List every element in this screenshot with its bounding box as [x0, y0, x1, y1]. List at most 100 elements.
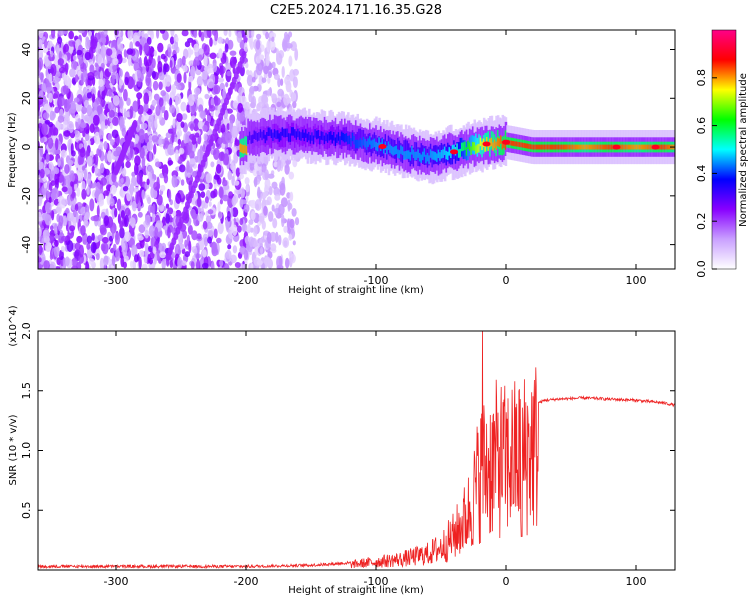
noise-blob [187, 94, 195, 106]
noise-blob [212, 62, 218, 73]
ridge-cell [239, 143, 242, 152]
noise-blob [136, 69, 142, 79]
noise-blob [80, 62, 87, 73]
noise-blob [86, 186, 90, 196]
ridge-cell [468, 142, 472, 151]
ridge-cell [556, 144, 559, 150]
noise-blob [190, 196, 196, 205]
noise-blob [38, 243, 43, 255]
noise-blob [119, 227, 125, 239]
ridge-cell [356, 139, 359, 149]
ridge-cell [267, 127, 271, 136]
ridge-cell [406, 140, 409, 160]
noise-blob [227, 210, 231, 222]
noise-blob [85, 37, 90, 50]
noise-blob [184, 239, 188, 248]
noise-blob [251, 95, 257, 109]
ridge-cell [269, 128, 272, 148]
noise-blob [145, 61, 150, 73]
noise-blob [218, 211, 222, 218]
noise-blob [240, 111, 246, 122]
noise-blob [232, 58, 238, 65]
noise-blob [203, 133, 208, 141]
ridge-cell [398, 150, 402, 159]
noise-blob [110, 184, 117, 195]
noise-blob [115, 248, 121, 262]
noise-blob [133, 61, 140, 72]
noise-blob [104, 119, 108, 126]
noise-blob [47, 137, 54, 149]
noise-blob [39, 145, 44, 158]
noise-blob [271, 36, 275, 42]
spectrogram-y-ticks: -40 -20 0 20 40 [20, 43, 675, 254]
noise-blob [189, 158, 196, 165]
noise-blob [157, 231, 163, 238]
ridge-cell [451, 145, 455, 154]
noise-blob [147, 196, 151, 205]
noise-blob [51, 187, 59, 200]
ridge-cell [301, 129, 305, 138]
noise-blob [66, 240, 74, 253]
noise-blob [124, 214, 129, 228]
noise-blob [104, 152, 108, 163]
noise-blob [91, 165, 95, 174]
noise-blob [158, 72, 165, 81]
noise-blob [154, 116, 158, 129]
ridge-cell [528, 143, 531, 149]
noise-blob [180, 243, 185, 250]
spectrogram-marks [38, 30, 675, 269]
spectrogram-field [38, 30, 675, 269]
noise-blob [157, 42, 164, 53]
noise-blob [161, 258, 166, 269]
noise-blob [177, 58, 181, 68]
ridge-cell [286, 128, 289, 137]
noise-blob [147, 253, 151, 264]
ridge-cell [523, 143, 526, 148]
noise-blob [54, 106, 60, 114]
noise-blob [176, 119, 183, 130]
ridge-cell [437, 149, 441, 159]
ridge-cell [415, 151, 419, 161]
noise-blob [151, 70, 156, 79]
noise-blob [292, 240, 296, 246]
ridge-cell [599, 144, 603, 150]
colorbar-tick-label: 0.0 [695, 260, 708, 278]
noise-blob [38, 193, 43, 207]
ridge-cell [401, 146, 405, 156]
noise-blob [95, 253, 100, 261]
noise-blob [51, 30, 56, 39]
noise-blob [190, 261, 195, 269]
noise-blob [169, 60, 173, 69]
noise-blob [50, 225, 54, 231]
ridge-cell [276, 130, 280, 139]
noise-blob [176, 73, 182, 83]
noise-blob [48, 72, 53, 84]
ridge-cell [465, 147, 469, 156]
ridge-cell [471, 141, 475, 151]
spectrogram-y-tick-label: -40 [20, 236, 33, 254]
ridge-cell [545, 144, 548, 150]
noise-blob [292, 76, 298, 88]
noise-blob [218, 48, 223, 59]
ridge-cell [353, 135, 356, 145]
noise-blob [194, 132, 200, 138]
ridge-cell [305, 129, 308, 138]
noise-blob [284, 75, 291, 86]
ridge-cell [362, 136, 366, 146]
ridge-cell [347, 135, 350, 145]
ridge-cell [280, 131, 283, 141]
noise-blob [259, 212, 265, 224]
noise-blob [190, 65, 196, 78]
ridge-cell [311, 132, 314, 141]
ridge-cell [390, 145, 394, 155]
noise-blob [84, 168, 87, 180]
ridge-cell [459, 137, 462, 157]
noise-blob [89, 123, 95, 134]
noise-blob [213, 228, 218, 239]
noise-blob [156, 194, 163, 206]
noise-blob [47, 40, 53, 49]
noise-blob [141, 189, 145, 200]
ridge-cell [284, 128, 288, 147]
noise-blob [261, 163, 267, 173]
noise-blob [264, 178, 271, 190]
